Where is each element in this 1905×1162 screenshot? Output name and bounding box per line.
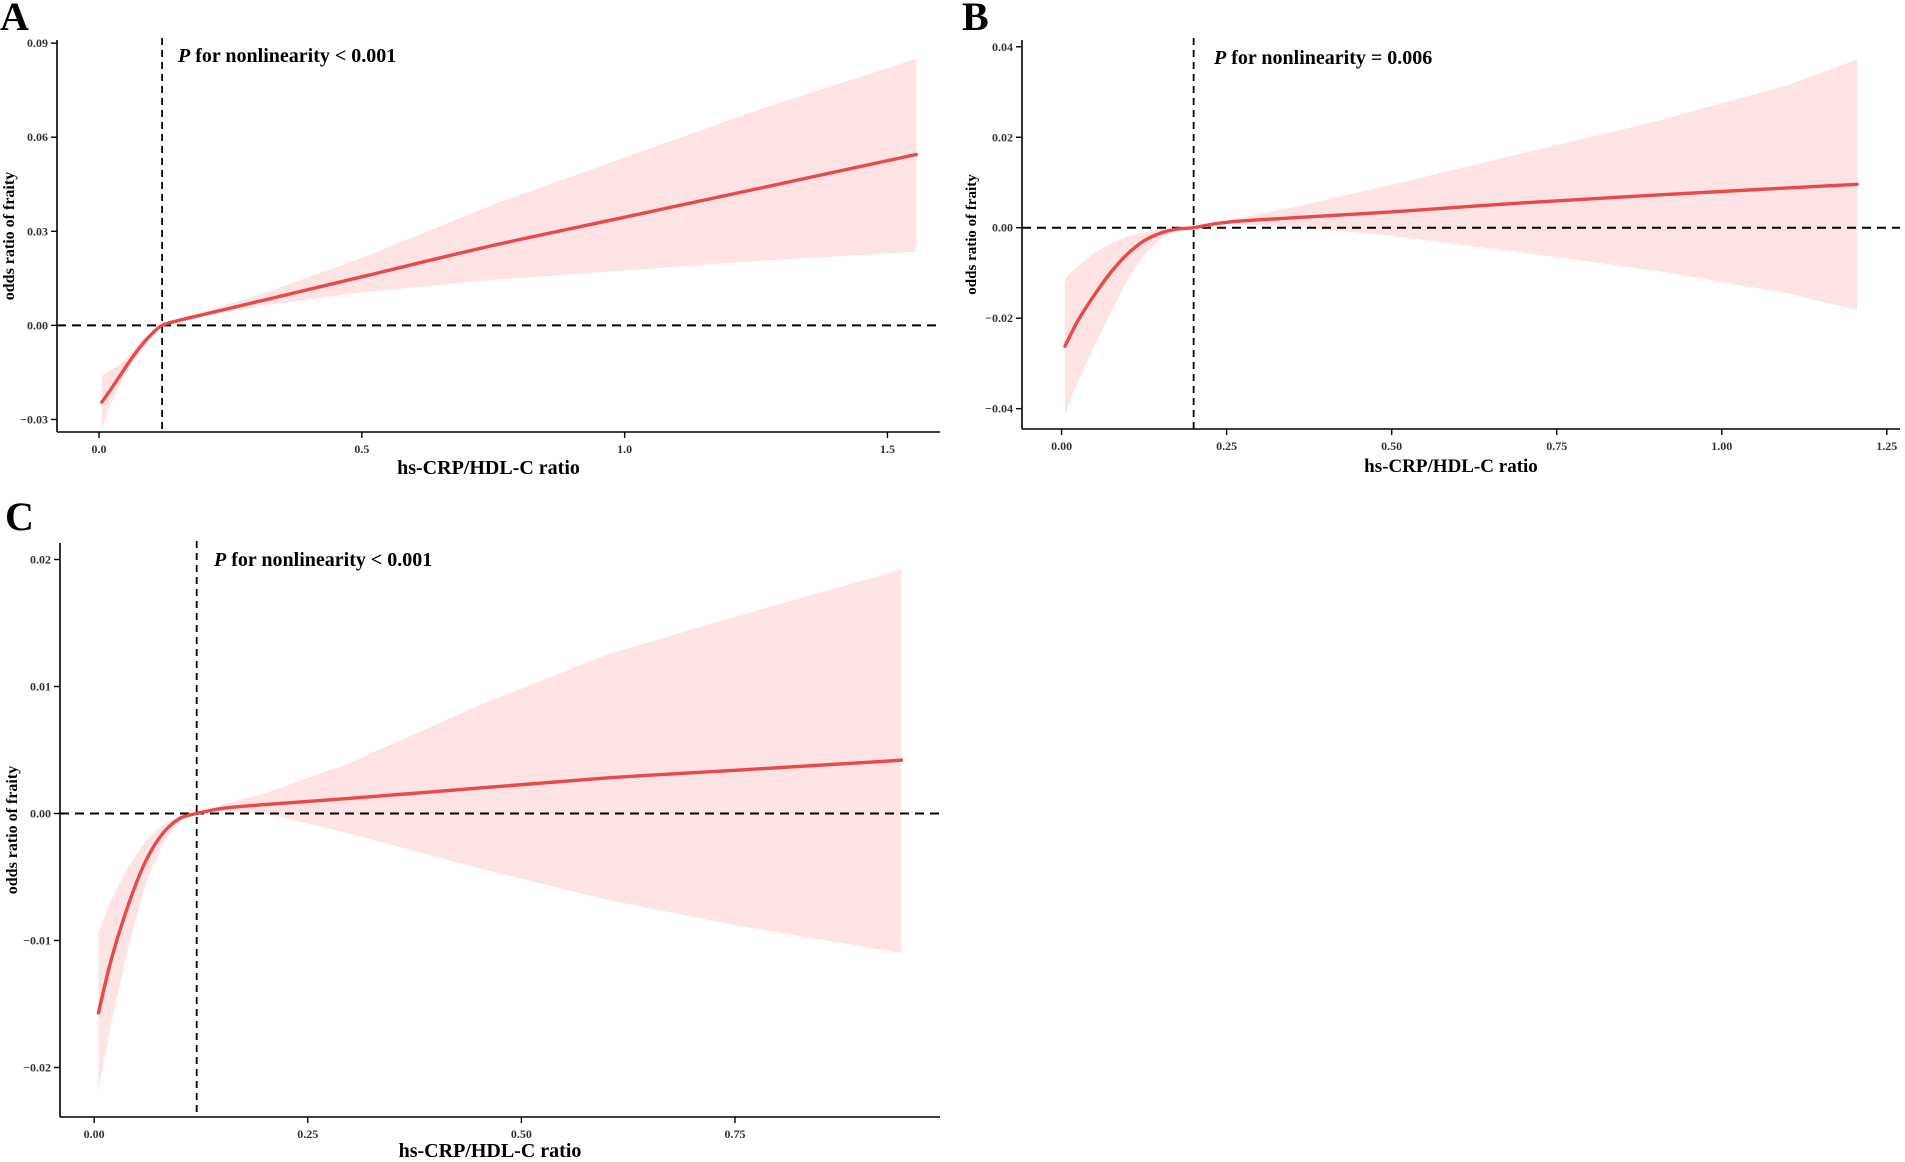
p-symbol: P: [1213, 47, 1227, 69]
y-tick-label: −0.02: [985, 311, 1013, 325]
y-tick-label: 0.04: [992, 40, 1013, 54]
x-axis-title: hs-CRP/HDL-C ratio: [399, 1140, 582, 1162]
estimate-curve: [96, 758, 904, 1015]
y-tick-label: 0.02: [992, 130, 1013, 144]
x-tick-label: 0.25: [297, 1127, 318, 1141]
y-axis-title: odds ratio of fraity: [4, 766, 21, 894]
x-tick-label: 1.0: [617, 442, 632, 456]
y-tick-label: 0.00: [992, 221, 1013, 235]
y-tick-label: 0.09: [27, 36, 48, 50]
estimate-curve: [1063, 182, 1859, 348]
estimate-curve: [100, 152, 918, 404]
confidence-band: [101, 58, 917, 429]
y-tick-label: −0.03: [20, 412, 48, 426]
x-tick-label: 1.25: [1876, 439, 1897, 453]
x-tick-label: 0.75: [724, 1127, 745, 1141]
x-tick-label: 0.0: [92, 442, 107, 456]
x-tick-label: 1.00: [1711, 439, 1732, 453]
p-nonlinearity-text: for nonlinearity < 0.001: [226, 549, 432, 571]
y-tick-label: 0.00: [27, 318, 48, 332]
panel-letter: A: [0, 0, 29, 39]
p-nonlinearity-text: for nonlinearity = 0.006: [1226, 47, 1432, 69]
y-tick-label: −0.01: [23, 933, 51, 947]
y-tick-label: −0.02: [23, 1060, 51, 1074]
panel-b: B −0.04 −0.02 0.00 0.02 0.04 0.00 0.25 0.50 0.75 1…: [962, 0, 1900, 477]
y-tick-label: −0.04: [985, 402, 1013, 416]
x-tick-label: 0.25: [1216, 439, 1237, 453]
p-nonlinearity-note: P for nonlinearity < 0.001: [177, 45, 396, 67]
y-tick-label: 0.03: [27, 224, 48, 238]
x-axis-title: hs-CRP/HDL-C ratio: [1364, 456, 1538, 477]
panel-letter: B: [962, 0, 989, 39]
y-tick-label: 0.02: [30, 553, 51, 567]
y-tick-label: 0.06: [27, 130, 48, 144]
y-tick-label: 0.00: [30, 806, 51, 820]
y-tick-label: 0.01: [30, 680, 51, 694]
p-nonlinearity-note: P for nonlinearity = 0.006: [1213, 47, 1432, 69]
x-tick-label: 0.5: [354, 442, 369, 456]
x-tick-label: 0.00: [1051, 439, 1072, 453]
panel-a: A −0.03 0.00 0.03 0.06 0.09 0.0 0.5 1.0 1.5 hs-CRP…: [0, 0, 940, 479]
confidence-band: [1064, 59, 1858, 415]
x-tick-label: 0.75: [1546, 439, 1567, 453]
p-symbol: P: [213, 549, 227, 571]
confidence-band: [98, 569, 902, 1091]
p-nonlinearity-text: for nonlinearity < 0.001: [190, 45, 396, 67]
x-tick-label: 0.50: [1381, 439, 1402, 453]
y-axis-title: odds ratio of fraity: [1, 172, 18, 300]
x-tick-label: 1.5: [880, 442, 895, 456]
y-axis-title: odds ratio of fraity: [964, 174, 980, 295]
p-symbol: P: [177, 45, 191, 67]
panel-letter: C: [5, 494, 34, 539]
panel-c: C −0.02 −0.01 0.00 0.01 0.02 0.00 0.25 0.50 0.75 h…: [4, 494, 940, 1162]
x-tick-label: 0.00: [84, 1127, 105, 1141]
x-axis-title: hs-CRP/HDL-C ratio: [397, 457, 580, 479]
p-nonlinearity-note: P for nonlinearity < 0.001: [213, 549, 432, 571]
x-tick-label: 0.50: [511, 1127, 532, 1141]
